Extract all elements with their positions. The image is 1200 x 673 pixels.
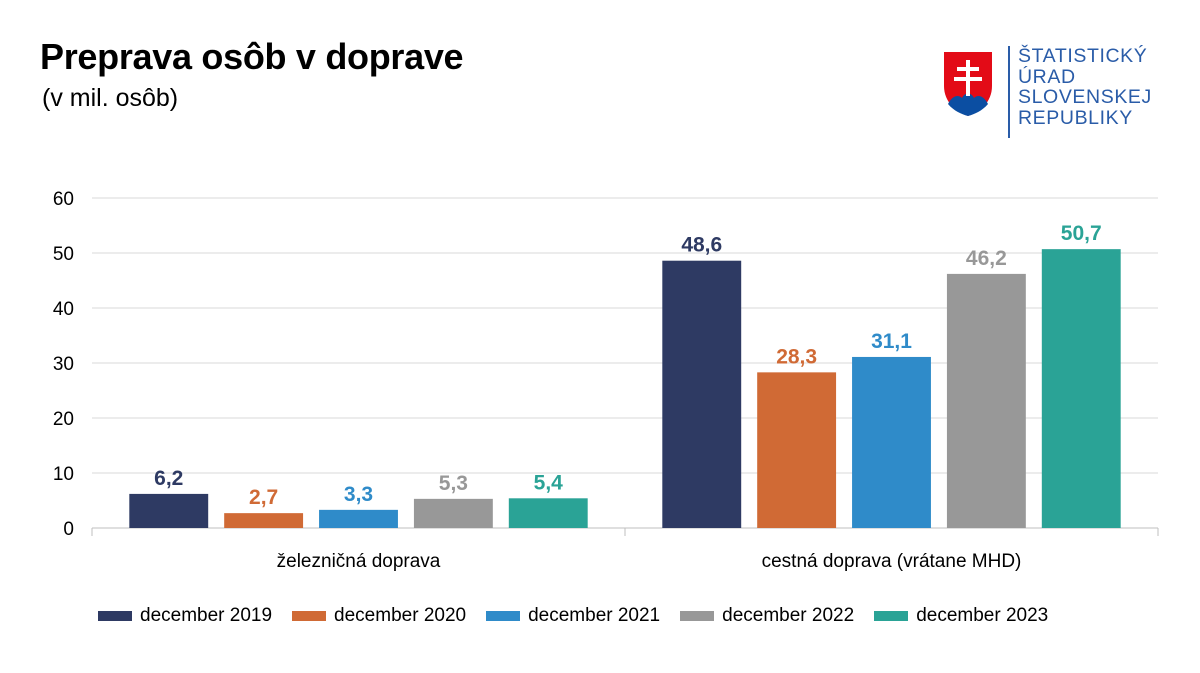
bar	[508, 498, 588, 528]
bar-chart: 0 10 20 30 40 50 60 6,2 2,7 3,3 5,3 5,4 železničná d…	[53, 189, 1159, 572]
legend-item: december 2023	[874, 605, 1048, 627]
data-label: 48,6	[681, 234, 722, 257]
logo-line: ŠTATISTICKÝ	[1018, 45, 1148, 67]
y-tick-label: 10	[53, 464, 74, 485]
category-label: cestná doprava (vrátane MHD)	[762, 551, 1022, 572]
logo-line: SLOVENSKEJ	[1018, 86, 1152, 108]
bar	[662, 260, 742, 528]
chart-title: Preprava osôb v doprave	[40, 36, 464, 77]
data-label: 28,3	[776, 345, 817, 368]
legend-label: december 2020	[334, 605, 467, 626]
bar	[224, 513, 304, 528]
legend-item: december 2020	[292, 605, 466, 627]
bar	[757, 372, 837, 528]
category-label: železničná doprava	[277, 551, 441, 572]
legend-swatch	[680, 611, 715, 621]
data-label: 50,7	[1061, 222, 1102, 245]
data-label: 5,4	[534, 471, 564, 494]
statistical-office-logo: ŠTATISTICKÝ ÚRAD SLOVENSKEJ REPUBLIKY	[942, 46, 1172, 141]
y-tick-label: 60	[53, 189, 74, 210]
logo-line: REPUBLIKY	[1018, 106, 1133, 129]
bar	[413, 498, 493, 528]
bar	[852, 356, 931, 528]
y-tick-label: 20	[53, 409, 74, 430]
legend-label: december 2019	[140, 605, 273, 626]
data-label: 5,3	[439, 472, 468, 495]
slovak-coat-of-arms-icon	[944, 52, 992, 116]
bar	[129, 493, 209, 528]
legend-swatch	[486, 611, 521, 621]
data-label: 31,1	[871, 330, 912, 353]
legend-item: december 2019	[98, 605, 272, 627]
bar	[319, 509, 398, 528]
legend-label: december 2022	[722, 605, 855, 626]
legend-swatch	[98, 611, 132, 621]
chart-legend: december 2019 december 2020 december 2021 d…	[98, 605, 1068, 627]
legend-swatch	[874, 611, 909, 621]
y-tick-label: 40	[53, 299, 74, 320]
legend-item: december 2022	[680, 605, 854, 627]
logo-divider	[1008, 46, 1010, 138]
data-label: 6,2	[154, 467, 183, 490]
y-tick-label: 30	[53, 354, 74, 375]
y-tick-label: 0	[63, 519, 74, 540]
legend-swatch	[292, 611, 327, 621]
legend-label: december 2023	[916, 605, 1049, 626]
chart-subtitle: (v mil. osôb)	[42, 84, 179, 112]
logo-line: ÚRAD	[1018, 65, 1076, 88]
y-tick-label: 50	[53, 244, 74, 265]
bar	[1041, 249, 1121, 528]
data-label: 2,7	[249, 486, 278, 509]
bar	[946, 273, 1026, 528]
legend-item: december 2021	[486, 605, 660, 627]
data-label: 46,2	[966, 247, 1007, 270]
data-label: 3,3	[344, 483, 373, 506]
legend-label: december 2021	[528, 605, 661, 626]
logo-text: ŠTATISTICKÝ ÚRAD SLOVENSKEJ REPUBLIKY	[1018, 46, 1152, 128]
